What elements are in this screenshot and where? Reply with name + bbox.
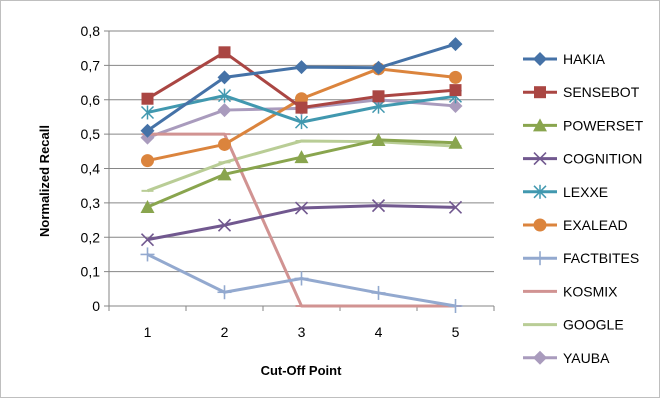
data-point-factbites xyxy=(448,299,463,313)
y-tick-label: 0,6 xyxy=(81,92,101,108)
series-hakia xyxy=(140,37,463,138)
legend-entry-cognition: COGNITION xyxy=(523,151,642,167)
data-point-sensebot xyxy=(449,84,462,97)
series-cognition xyxy=(140,199,463,247)
legend-entry-factbites: FACTBITES xyxy=(523,250,639,266)
legend-entry-hakia: HAKIA xyxy=(523,51,606,67)
series-lexxe xyxy=(140,88,463,130)
data-point-factbites xyxy=(217,285,232,300)
legend-marker-factbites xyxy=(533,251,547,266)
legend-marker-hakia xyxy=(533,52,547,66)
legend-entry-yauba: YAUBA xyxy=(523,350,610,366)
data-point-powerset xyxy=(294,150,309,164)
data-point-sensebot xyxy=(372,90,385,103)
data-point-lexxe xyxy=(294,115,309,130)
legend-label-yauba: YAUBA xyxy=(563,350,610,366)
data-point-lexxe xyxy=(140,105,155,120)
legend-entry-google: GOOGLE xyxy=(523,317,624,333)
legend-label-google: GOOGLE xyxy=(563,317,624,333)
legend-label-kosmix: KOSMIX xyxy=(563,283,618,299)
y-tick-label: 0,7 xyxy=(81,57,101,73)
data-point-factbites xyxy=(371,285,386,300)
y-tick-label: 0,5 xyxy=(81,126,101,142)
legend-entry-lexxe: LEXXE xyxy=(523,184,608,200)
data-point-exalead xyxy=(218,137,231,151)
x-tick-label: 1 xyxy=(144,324,152,340)
data-point-sensebot xyxy=(141,92,154,105)
legend-marker-powerset xyxy=(533,118,547,132)
data-point-yauba xyxy=(448,98,463,113)
legend-entry-exalead: EXALEAD xyxy=(523,217,628,233)
legend-label-factbites: FACTBITES xyxy=(563,250,639,266)
legend: HAKIA SENSEBOT POWERSET COGNITION LEXXE EXALE… xyxy=(523,51,644,366)
data-point-cognition xyxy=(140,233,155,247)
series-line-cognition xyxy=(147,204,456,242)
data-point-hakia xyxy=(371,60,386,75)
data-point-cognition xyxy=(294,201,309,215)
legend-label-cognition: COGNITION xyxy=(563,151,642,167)
legend-marker-exalead xyxy=(533,218,547,232)
data-point-lexxe xyxy=(217,88,232,103)
axes: 0 0,1 0,2 0,3 0,4 0,5 0,6 0,7 0,8 1 2 3 4 5 xyxy=(81,23,495,340)
data-point-cognition xyxy=(448,200,463,214)
data-point-hakia xyxy=(448,37,463,52)
data-point-cognition xyxy=(217,218,232,232)
series-line-google xyxy=(146,139,456,193)
data-point-powerset xyxy=(371,132,386,146)
data-point-powerset xyxy=(140,200,155,213)
series-powerset xyxy=(140,132,463,213)
x-axis-title: Cut-Off Point xyxy=(261,363,343,378)
x-tick-label: 5 xyxy=(452,324,460,340)
legend-label-hakia: HAKIA xyxy=(563,51,606,67)
legend-label-exalead: EXALEAD xyxy=(563,217,628,233)
x-tick-label: 3 xyxy=(298,324,306,340)
x-tick-label: 2 xyxy=(221,324,229,340)
data-point-cognition xyxy=(371,199,386,213)
series-google xyxy=(141,139,462,193)
data-point-exalead xyxy=(141,154,154,168)
y-tick-label: 0,8 xyxy=(81,23,101,39)
data-point-hakia xyxy=(217,70,232,85)
series-factbites xyxy=(140,247,463,313)
data-point-hakia xyxy=(294,60,309,75)
y-axis-title: Normalized Recall xyxy=(37,125,52,237)
legend-entry-sensebot: SENSEBOT xyxy=(523,84,640,100)
data-point-sensebot xyxy=(295,101,308,114)
legend-marker-lexxe xyxy=(533,184,547,199)
data-point-factbites xyxy=(140,247,155,262)
data-point-sensebot xyxy=(218,46,231,59)
data-point-hakia xyxy=(140,123,155,138)
data-point-powerset xyxy=(448,135,463,149)
data-point-exalead xyxy=(449,70,462,84)
data-point-factbites xyxy=(294,271,309,286)
series-lines xyxy=(140,37,463,313)
legend-marker-cognition xyxy=(533,152,547,166)
data-point-powerset xyxy=(217,167,232,181)
y-tick-label: 0,3 xyxy=(81,195,101,211)
legend-entry-kosmix: KOSMIX xyxy=(523,283,618,299)
y-tick-label: 0,1 xyxy=(81,264,101,280)
y-tick-label: 0,4 xyxy=(81,161,101,177)
data-point-yauba xyxy=(217,103,232,118)
legend-label-lexxe: LEXXE xyxy=(563,184,608,200)
legend-marker-sensebot xyxy=(534,86,546,99)
legend-label-sensebot: SENSEBOT xyxy=(563,84,640,100)
legend-entry-powerset: POWERSET xyxy=(523,117,644,133)
x-tick-label: 4 xyxy=(375,324,383,340)
y-tick-label: 0,2 xyxy=(81,229,101,245)
legend-label-powerset: POWERSET xyxy=(563,117,644,133)
y-tick-label: 0 xyxy=(92,298,100,314)
series-sensebot xyxy=(141,46,462,114)
legend-marker-yauba xyxy=(533,350,547,365)
